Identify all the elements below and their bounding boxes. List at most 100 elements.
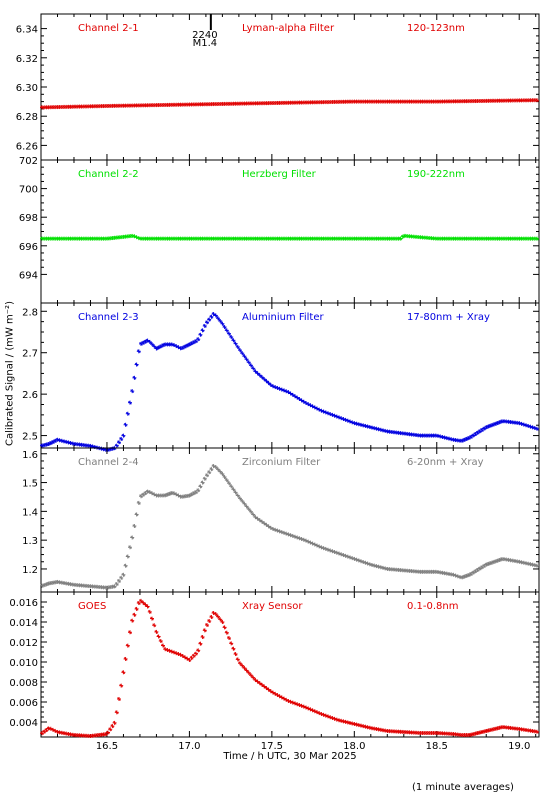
data-point <box>150 617 154 621</box>
data-point <box>124 564 128 568</box>
series-points <box>40 599 539 738</box>
data-point <box>196 337 200 341</box>
data-point <box>225 478 229 482</box>
data-point <box>236 345 240 349</box>
data-point <box>130 536 134 540</box>
data-point <box>240 351 244 355</box>
data-point <box>115 444 119 448</box>
panel-channel-label: Channel 2-2 <box>78 169 139 180</box>
data-point <box>227 332 231 336</box>
y-tick-label: 0.008 <box>9 678 38 689</box>
y-tick-label: 0.004 <box>9 718 38 729</box>
data-point <box>159 639 163 643</box>
data-point <box>110 724 114 728</box>
data-point <box>108 727 112 731</box>
panel-frame <box>41 160 539 303</box>
data-point <box>201 635 205 639</box>
data-point <box>154 630 158 634</box>
y-tick-label: 6.28 <box>16 112 38 123</box>
y-tick-label: 2.7 <box>22 349 38 360</box>
panel-band-label: 17-80nm + Xray <box>407 312 490 323</box>
data-point <box>124 657 128 661</box>
panel-frame <box>41 303 539 448</box>
data-point <box>203 477 207 481</box>
data-point <box>223 625 227 629</box>
panel-frame <box>41 448 539 592</box>
data-point <box>218 319 222 323</box>
data-point <box>207 470 211 474</box>
data-point <box>117 440 121 444</box>
panel-frame <box>41 592 539 737</box>
series-points <box>40 464 539 590</box>
data-point <box>124 423 128 427</box>
data-point <box>135 363 139 367</box>
y-tick-label: 0.012 <box>9 638 38 649</box>
data-point <box>231 647 235 651</box>
data-point <box>209 615 213 619</box>
data-point <box>115 582 119 586</box>
data-point <box>220 472 224 476</box>
data-point <box>192 654 196 658</box>
data-point <box>231 338 235 342</box>
data-point <box>238 348 242 352</box>
data-point <box>152 623 156 627</box>
data-point <box>229 484 233 488</box>
y-tick-label: 2.8 <box>22 307 38 318</box>
data-point <box>247 360 251 364</box>
data-point <box>535 98 539 102</box>
y-tick-label: 1.4 <box>22 507 38 518</box>
panel-channel-label: Channel 2-1 <box>78 23 139 34</box>
data-point <box>115 710 119 714</box>
data-point <box>132 376 136 380</box>
data-point <box>117 697 121 701</box>
data-point <box>132 524 136 528</box>
panel-filter-label: Lyman-alpha Filter <box>242 23 335 34</box>
data-point <box>209 315 213 319</box>
data-point <box>229 641 233 645</box>
data-point <box>126 554 130 558</box>
data-point <box>128 545 132 549</box>
y-tick-label: 1.6 <box>22 450 38 461</box>
data-point <box>135 607 139 611</box>
y-tick-label: 0.006 <box>9 698 38 709</box>
data-point <box>229 335 233 339</box>
data-point <box>535 237 539 241</box>
y-tick-label: 0.010 <box>9 658 38 669</box>
data-point <box>119 576 123 580</box>
series-points <box>40 234 539 241</box>
panel-channel-label: Channel 2-3 <box>78 312 139 323</box>
data-point <box>148 610 152 614</box>
panel-band-label: 190-222nm <box>407 169 465 180</box>
panel-band-label: 6-20nm + Xray <box>407 457 484 468</box>
data-point <box>128 401 132 405</box>
y-tick-label: 702 <box>19 156 38 167</box>
data-point <box>126 644 130 648</box>
data-point <box>198 642 202 646</box>
data-point <box>205 320 209 324</box>
series-points <box>40 98 539 109</box>
data-point <box>135 512 139 516</box>
data-point <box>225 328 229 332</box>
data-point <box>207 318 211 322</box>
data-point <box>201 481 205 485</box>
y-tick-label: 6.34 <box>16 25 38 36</box>
data-point <box>227 481 231 485</box>
data-point <box>137 349 141 353</box>
data-point <box>198 333 202 337</box>
y-tick-label: 698 <box>19 213 38 224</box>
panel-filter-label: Herzberg Filter <box>242 169 317 180</box>
data-point <box>236 657 240 661</box>
y-tick-label: 6.32 <box>16 54 38 65</box>
data-point <box>198 484 202 488</box>
data-point <box>130 619 134 623</box>
data-point <box>220 620 224 624</box>
data-point <box>157 634 161 638</box>
data-point <box>132 613 136 617</box>
y-tick-label: 0.014 <box>9 618 38 629</box>
data-point <box>535 564 539 568</box>
data-point <box>119 437 123 441</box>
data-point <box>227 636 231 640</box>
